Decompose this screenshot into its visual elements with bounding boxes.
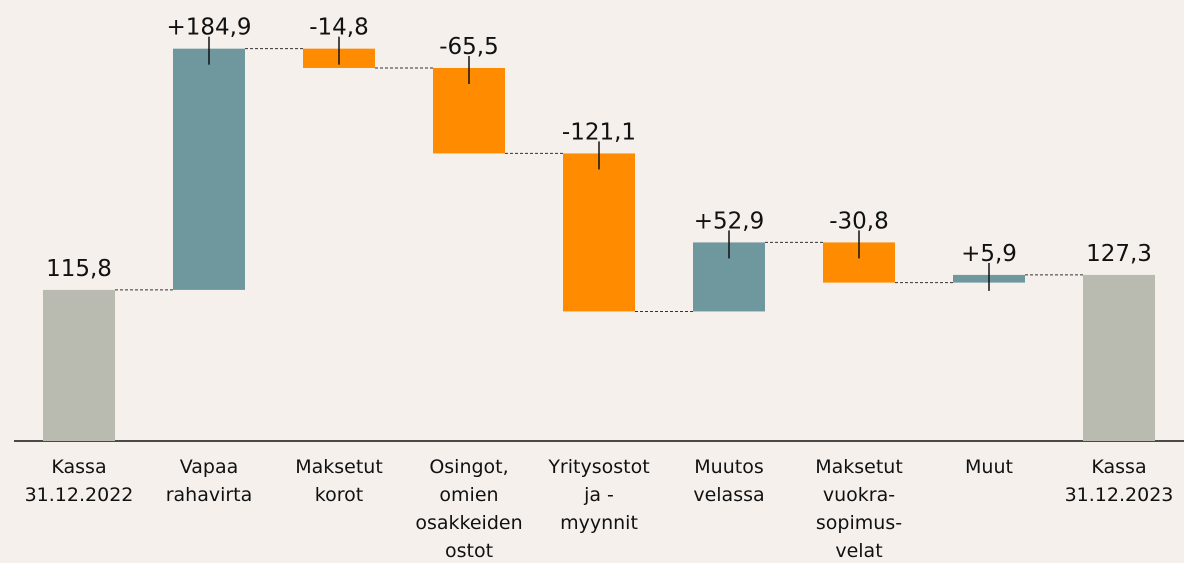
value-label: 127,3 [1086,241,1152,267]
x-tick-label: sopimus- [816,512,902,534]
x-tick-label: rahavirta [166,484,253,506]
bar [173,48,245,290]
value-label: +5,9 [961,241,1017,267]
x-tick-label: 31.12.2022 [25,484,134,506]
value-label: +52,9 [694,208,764,234]
value-label: -65,5 [439,34,499,60]
x-tick-label: myynnit [560,512,638,534]
bar [1083,274,1155,441]
value-label: 115,8 [46,256,112,282]
value-label: -14,8 [309,15,369,41]
x-tick-label: omien [439,484,498,506]
bar [43,289,115,441]
x-tick-label: Maksetut [295,456,383,478]
x-tick-label: ostot [445,540,493,562]
x-tick-label: ja - [583,484,614,506]
x-tick-label: osakkeiden [415,512,522,534]
x-tick-label: Kassa [51,456,106,478]
x-tick-label: korot [315,484,363,506]
value-label: +184,9 [166,15,251,41]
value-label: -121,1 [562,119,636,145]
x-tick-label: Maksetut [815,456,903,478]
bar [563,153,635,312]
value-label: -30,8 [829,208,889,234]
x-tick-label: Muut [965,456,1013,478]
x-tick-label: 31.12.2023 [1065,484,1174,506]
x-tick-label: Kassa [1091,456,1146,478]
x-tick-label: Yritysostot [547,456,649,478]
x-tick-label: Muutos [694,456,763,478]
x-tick-label: Vapaa [180,456,239,478]
x-tick-label: Osingot, [429,456,508,478]
x-tick-label: velassa [693,484,764,506]
x-tick-label: velat [835,540,882,562]
x-tick-label: vuokra- [823,484,895,506]
